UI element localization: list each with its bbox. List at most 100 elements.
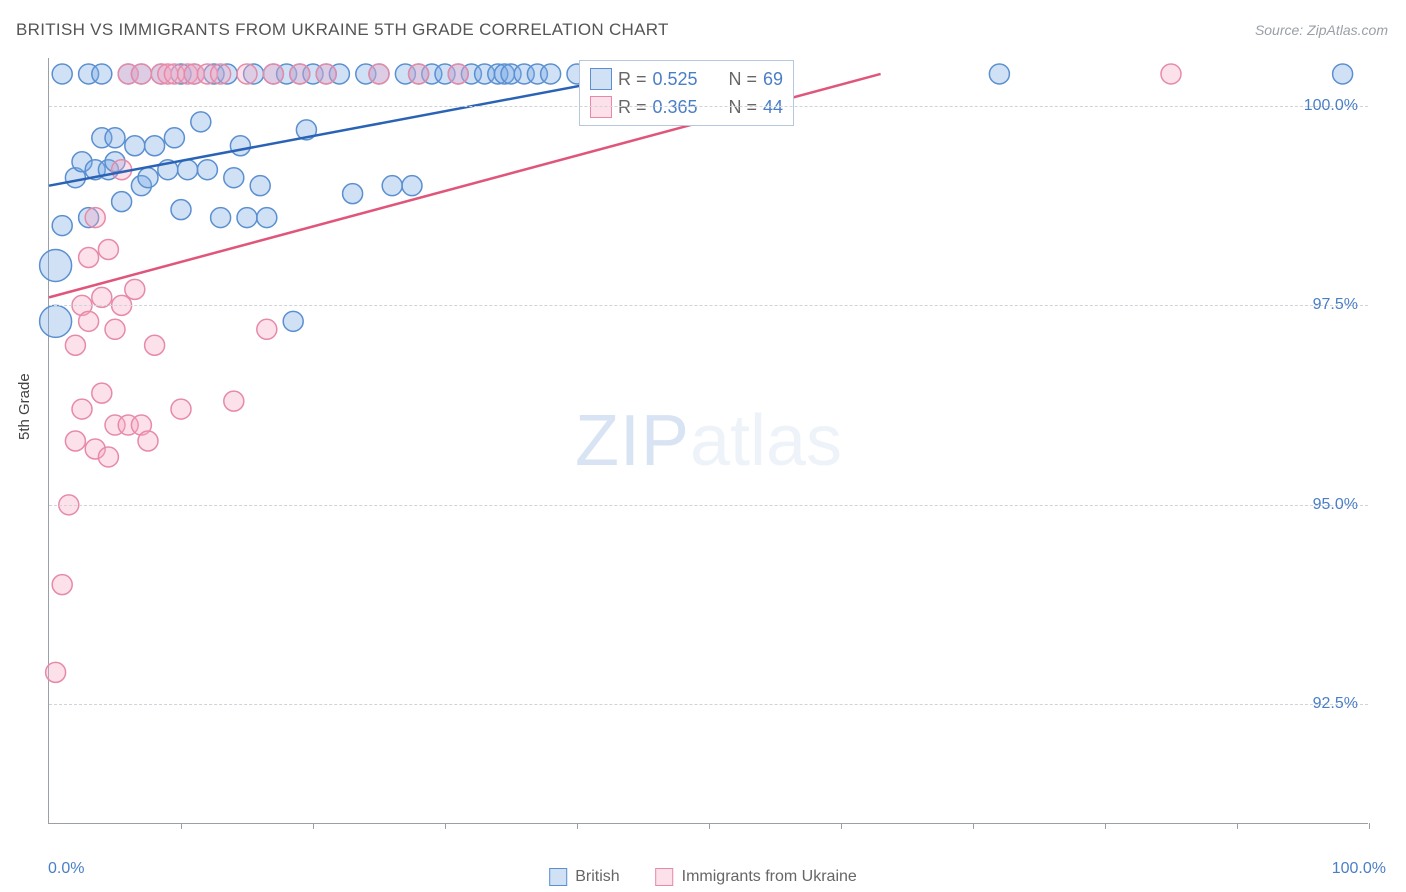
data-point [250, 176, 270, 196]
data-point [263, 64, 283, 84]
data-point [52, 575, 72, 595]
r-value: 0.525 [653, 69, 713, 90]
n-value: 69 [763, 69, 783, 90]
data-point [138, 431, 158, 451]
legend-swatch-icon [549, 868, 567, 886]
x-tick [709, 823, 710, 829]
legend-label: British [575, 868, 619, 886]
r-label: R = [618, 69, 647, 90]
data-point [92, 64, 112, 84]
data-point [178, 160, 198, 180]
data-point [105, 128, 125, 148]
data-point [402, 176, 422, 196]
data-point [52, 216, 72, 236]
data-point [237, 208, 257, 228]
data-point [85, 208, 105, 228]
data-point [72, 399, 92, 419]
n-label: N = [729, 69, 758, 90]
data-point [125, 279, 145, 299]
data-point [171, 200, 191, 220]
data-point [1161, 64, 1181, 84]
r-label: R = [618, 97, 647, 118]
data-point [65, 431, 85, 451]
x-min-label: 0.0% [48, 860, 84, 878]
chart-title: BRITISH VS IMMIGRANTS FROM UKRAINE 5TH G… [16, 20, 669, 40]
n-label: N = [729, 97, 758, 118]
x-tick [445, 823, 446, 829]
data-point [171, 399, 191, 419]
legend-swatch-icon [590, 68, 612, 90]
data-point [290, 64, 310, 84]
x-tick [577, 823, 578, 829]
data-point [125, 136, 145, 156]
grid-line [49, 106, 1368, 107]
correlation-legend: R = 0.525 N =69 R = 0.365 N =44 [579, 60, 794, 126]
legend-row: R = 0.365 N =44 [590, 93, 783, 121]
data-point [316, 64, 336, 84]
data-point [382, 176, 402, 196]
data-point [79, 247, 99, 267]
data-point [40, 305, 72, 337]
data-point [98, 447, 118, 467]
data-point [145, 335, 165, 355]
y-tick-label: 97.5% [1313, 296, 1358, 314]
x-tick [973, 823, 974, 829]
data-point [65, 335, 85, 355]
legend-swatch-icon [656, 868, 674, 886]
data-point [283, 311, 303, 331]
y-tick-label: 95.0% [1313, 496, 1358, 514]
legend-item: Immigrants from Ukraine [656, 868, 857, 886]
data-point [40, 249, 72, 281]
data-point [230, 136, 250, 156]
data-point [112, 192, 132, 212]
grid-line [49, 505, 1368, 506]
n-value: 44 [763, 97, 783, 118]
data-point [79, 311, 99, 331]
regression-line [49, 74, 643, 186]
legend-row: R = 0.525 N =69 [590, 65, 783, 93]
data-point [138, 168, 158, 188]
data-point [224, 391, 244, 411]
grid-line [49, 704, 1368, 705]
x-tick [1105, 823, 1106, 829]
data-point [46, 662, 66, 682]
legend-swatch-icon [590, 96, 612, 118]
data-point [448, 64, 468, 84]
x-tick [181, 823, 182, 829]
data-point [191, 112, 211, 132]
data-point [257, 319, 277, 339]
data-point [257, 208, 277, 228]
data-point [105, 319, 125, 339]
data-point [92, 383, 112, 403]
data-point [237, 64, 257, 84]
legend-label: Immigrants from Ukraine [682, 868, 857, 886]
plot-svg [49, 58, 1368, 823]
x-tick [841, 823, 842, 829]
data-point [1333, 64, 1353, 84]
data-point [164, 128, 184, 148]
x-tick [313, 823, 314, 829]
y-tick-label: 92.5% [1313, 695, 1358, 713]
data-point [989, 64, 1009, 84]
x-max-label: 100.0% [1332, 860, 1386, 878]
data-point [52, 64, 72, 84]
y-tick-label: 100.0% [1304, 97, 1358, 115]
x-tick [1237, 823, 1238, 829]
legend-item: British [549, 868, 619, 886]
source-label: Source: ZipAtlas.com [1255, 22, 1388, 38]
y-axis-label: 5th Grade [16, 373, 33, 440]
x-tick [1369, 823, 1370, 829]
data-point [211, 64, 231, 84]
data-point [369, 64, 389, 84]
data-point [211, 208, 231, 228]
data-point [145, 136, 165, 156]
data-point [131, 64, 151, 84]
grid-line [49, 305, 1368, 306]
series-legend: British Immigrants from Ukraine [549, 868, 857, 886]
data-point [224, 168, 244, 188]
data-point [541, 64, 561, 84]
scatter-plot: ZIPatlas R =0.525N =69R =0.365N =44 92.5… [48, 58, 1368, 824]
r-value: 0.365 [653, 97, 713, 118]
data-point [197, 160, 217, 180]
data-point [343, 184, 363, 204]
